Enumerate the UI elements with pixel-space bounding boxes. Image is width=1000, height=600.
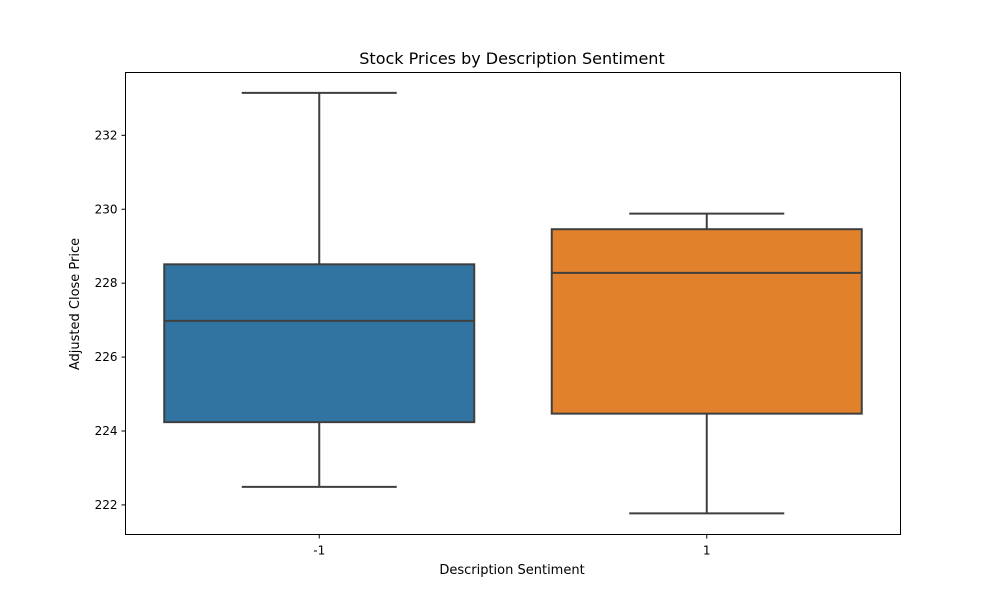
- y-tick-label: 228: [95, 276, 118, 290]
- chart-title: Stock Prices by Description Sentiment: [359, 49, 664, 68]
- iqr-box: [163, 263, 476, 424]
- x-tick-label: 1: [703, 544, 711, 558]
- x-axis: -1 1: [313, 534, 711, 558]
- boxes-layer: [163, 91, 863, 515]
- y-tick-label: 232: [95, 128, 118, 142]
- y-tick-label: 230: [95, 202, 118, 216]
- box-group: [550, 212, 863, 515]
- iqr-box: [550, 228, 863, 415]
- y-axis-label: Adjusted Close Price: [68, 238, 83, 370]
- x-tick-label: -1: [313, 544, 325, 558]
- plot-frame: [125, 72, 901, 535]
- y-tick-label: 226: [95, 350, 118, 364]
- box-group: [163, 91, 476, 488]
- x-axis-label: Description Sentiment: [439, 563, 584, 578]
- y-tick-label: 224: [95, 424, 118, 438]
- y-tick-label: 222: [95, 498, 118, 512]
- y-axis: 222 224 226 228 230 232: [95, 128, 126, 512]
